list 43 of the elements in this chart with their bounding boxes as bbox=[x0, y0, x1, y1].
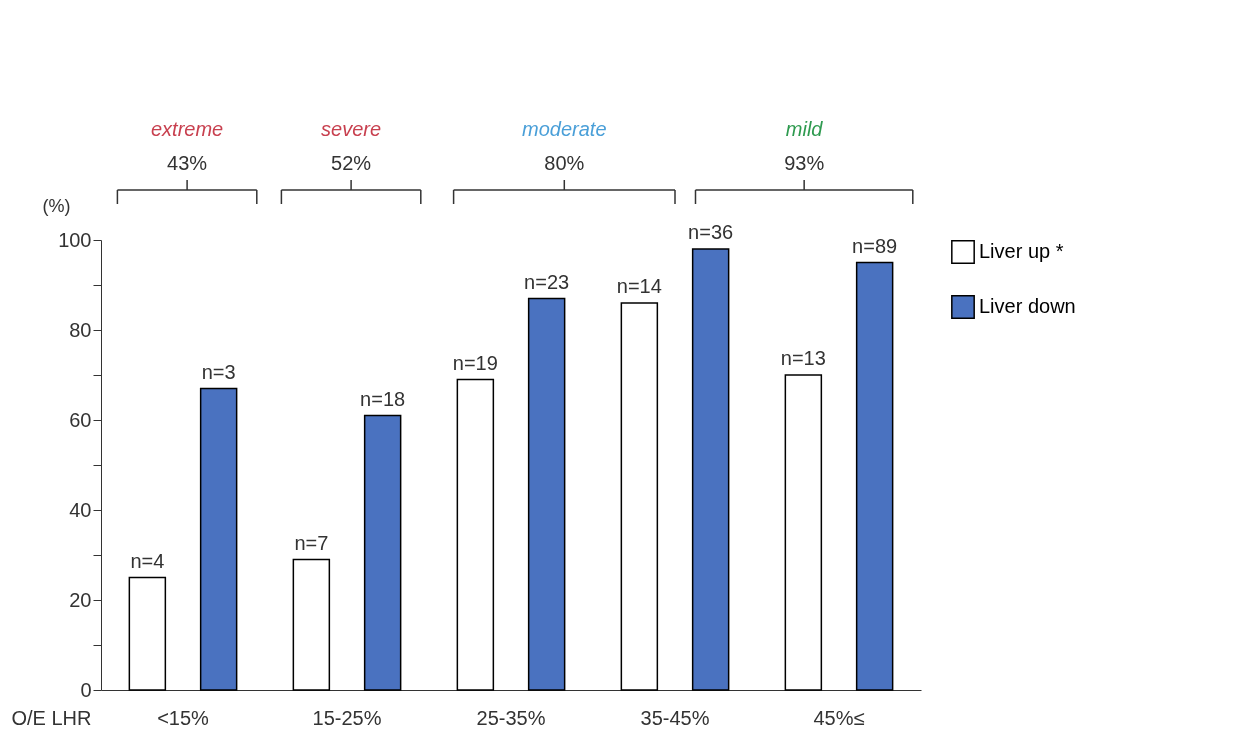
text: mild bbox=[785, 118, 824, 140]
annotation: n=23 bbox=[524, 270, 570, 293]
text: 80% bbox=[544, 152, 585, 174]
x-tick-label: 35-45% bbox=[640, 706, 710, 729]
bar bbox=[199, 387, 238, 691]
bar bbox=[363, 414, 402, 691]
y-tick-label: 0 bbox=[80, 678, 92, 701]
text: 43% bbox=[167, 152, 208, 174]
bar bbox=[691, 248, 730, 691]
annotation: n=36 bbox=[688, 221, 734, 243]
bar bbox=[456, 378, 495, 691]
y-tick-label: 60 bbox=[69, 408, 92, 431]
annotation: n=4 bbox=[130, 549, 165, 572]
bar bbox=[527, 297, 566, 691]
x-tick-label: <15% bbox=[157, 706, 210, 729]
annotation: n=19 bbox=[452, 351, 498, 374]
annotation: n=89 bbox=[852, 234, 898, 257]
annotation: n=18 bbox=[360, 387, 406, 410]
bar bbox=[784, 374, 823, 691]
legend-label: Liver down bbox=[979, 295, 1076, 317]
bar bbox=[292, 558, 331, 691]
y-tick-label: 80 bbox=[69, 318, 92, 341]
y-tick-label: 40 bbox=[69, 498, 92, 521]
text: moderate bbox=[522, 118, 607, 140]
y-tick-label: 100 bbox=[58, 228, 92, 251]
x-tick-label: 15-25% bbox=[312, 706, 382, 729]
annotation: n=3 bbox=[201, 360, 236, 383]
text: severe bbox=[321, 118, 382, 140]
legend-label: Liver up * bbox=[979, 240, 1064, 262]
text: 52% bbox=[331, 152, 372, 174]
text: extreme bbox=[150, 118, 224, 140]
bar bbox=[855, 261, 894, 691]
bar bbox=[128, 576, 167, 691]
annotation: n=13 bbox=[780, 347, 826, 369]
annotation: n=7 bbox=[294, 531, 329, 554]
y-tick-label: 20 bbox=[69, 588, 92, 611]
text: 93% bbox=[784, 152, 825, 174]
x-tick-label: 45%≤ bbox=[813, 706, 865, 729]
annotation: n=14 bbox=[616, 275, 662, 297]
y-axis-title: (%) bbox=[42, 195, 71, 216]
x-tick-label: 25-35% bbox=[476, 706, 546, 729]
bar bbox=[620, 302, 659, 691]
x-axis-title: O/E LHR bbox=[11, 706, 92, 729]
